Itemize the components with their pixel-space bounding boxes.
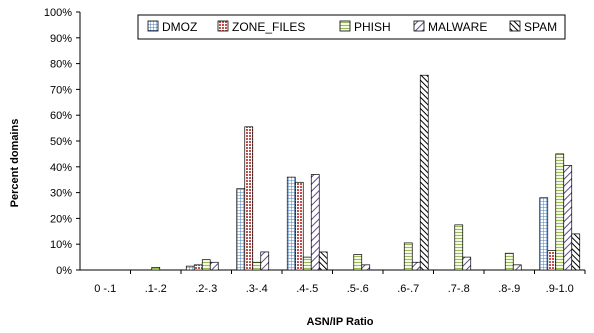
legend-swatch [509,20,521,32]
legend-box [137,14,566,40]
bar-malware [361,264,371,271]
x-tick-label: .8-.9 [498,283,520,295]
x-axis: 0 -.1 .1-.2 .2-.3 .3-.4 .4-.5 .5-.6 .6-.7 .7-.8… [80,269,586,295]
bar-phish [302,256,312,271]
x-tick-label: 0 -.1 [94,283,116,295]
y-tick-label: 80% [50,59,72,71]
bar-spam [419,74,429,271]
legend-swatch [339,20,351,32]
y-tick-label: 40% [50,162,72,174]
legend-swatch [217,20,229,32]
bar-phish [252,261,262,271]
y-tick-label: 20% [50,213,72,225]
bar-phish [353,254,363,271]
bar-zone-files [193,264,203,271]
bar-phish [151,267,161,271]
x-tick-label: .9-1.0 [546,283,574,295]
y-tick-label: 60% [50,110,72,122]
legend-label: ZONE_FILES [232,20,305,34]
legend-label: DMOZ [162,20,197,34]
legend: DMOZ ZONE_FILES PHISH MALWARE SPAM [137,14,566,40]
bar-phish [555,153,565,271]
bar-phish [201,259,211,271]
bar-malware [310,174,320,271]
bar-phish [504,252,514,271]
x-tick-label: .2-.3 [195,283,217,295]
bar-dmoz [185,265,195,271]
y-axis-title: Percent domains [9,119,21,208]
legend-label: MALWARE [428,20,487,34]
x-tick-label: .6-.7 [397,283,419,295]
bar-malware [512,264,522,271]
y-tick-label: 50% [50,136,72,148]
bar-malware [209,261,219,271]
bar-dmoz [539,197,549,271]
bar-zone-files [244,126,254,271]
legend-swatch [147,20,159,32]
legend-label: PHISH [354,20,391,34]
y-tick-label: 0% [56,265,72,277]
bar-phish [403,242,413,271]
y-tick-label: 90% [50,33,72,45]
legend-label: SPAM [524,20,557,34]
y-tick-label: 10% [50,239,72,251]
x-axis-title: ASN/IP Ratio [306,316,373,328]
x-tick-label: .5-.6 [347,283,369,295]
y-tick-label: 100% [44,7,72,19]
bar-malware [462,256,472,271]
bar-zone-files [547,250,557,271]
x-tick-label: .3-.4 [246,283,268,295]
x-tick-label: .7-.8 [448,283,470,295]
x-tick-label: .1-.2 [145,283,167,295]
bar-spam [318,251,328,271]
y-axis: 0% 10% 20% 30% 40% 50% 60% 70% 80% 90% 100% [44,7,81,277]
y-tick-label: 30% [50,188,72,200]
y-tick-label: 70% [50,84,72,96]
bar-malware [563,165,573,271]
x-tick-label: .4-.5 [296,283,318,295]
bar-phish [454,224,464,271]
bar-dmoz [286,176,296,271]
bar-malware [260,251,270,271]
bars [151,74,581,271]
bar-spam [571,233,581,271]
bar-dmoz [236,188,246,271]
bar-zone-files [294,181,304,271]
bar-malware [411,261,421,271]
legend-swatch [413,20,425,32]
